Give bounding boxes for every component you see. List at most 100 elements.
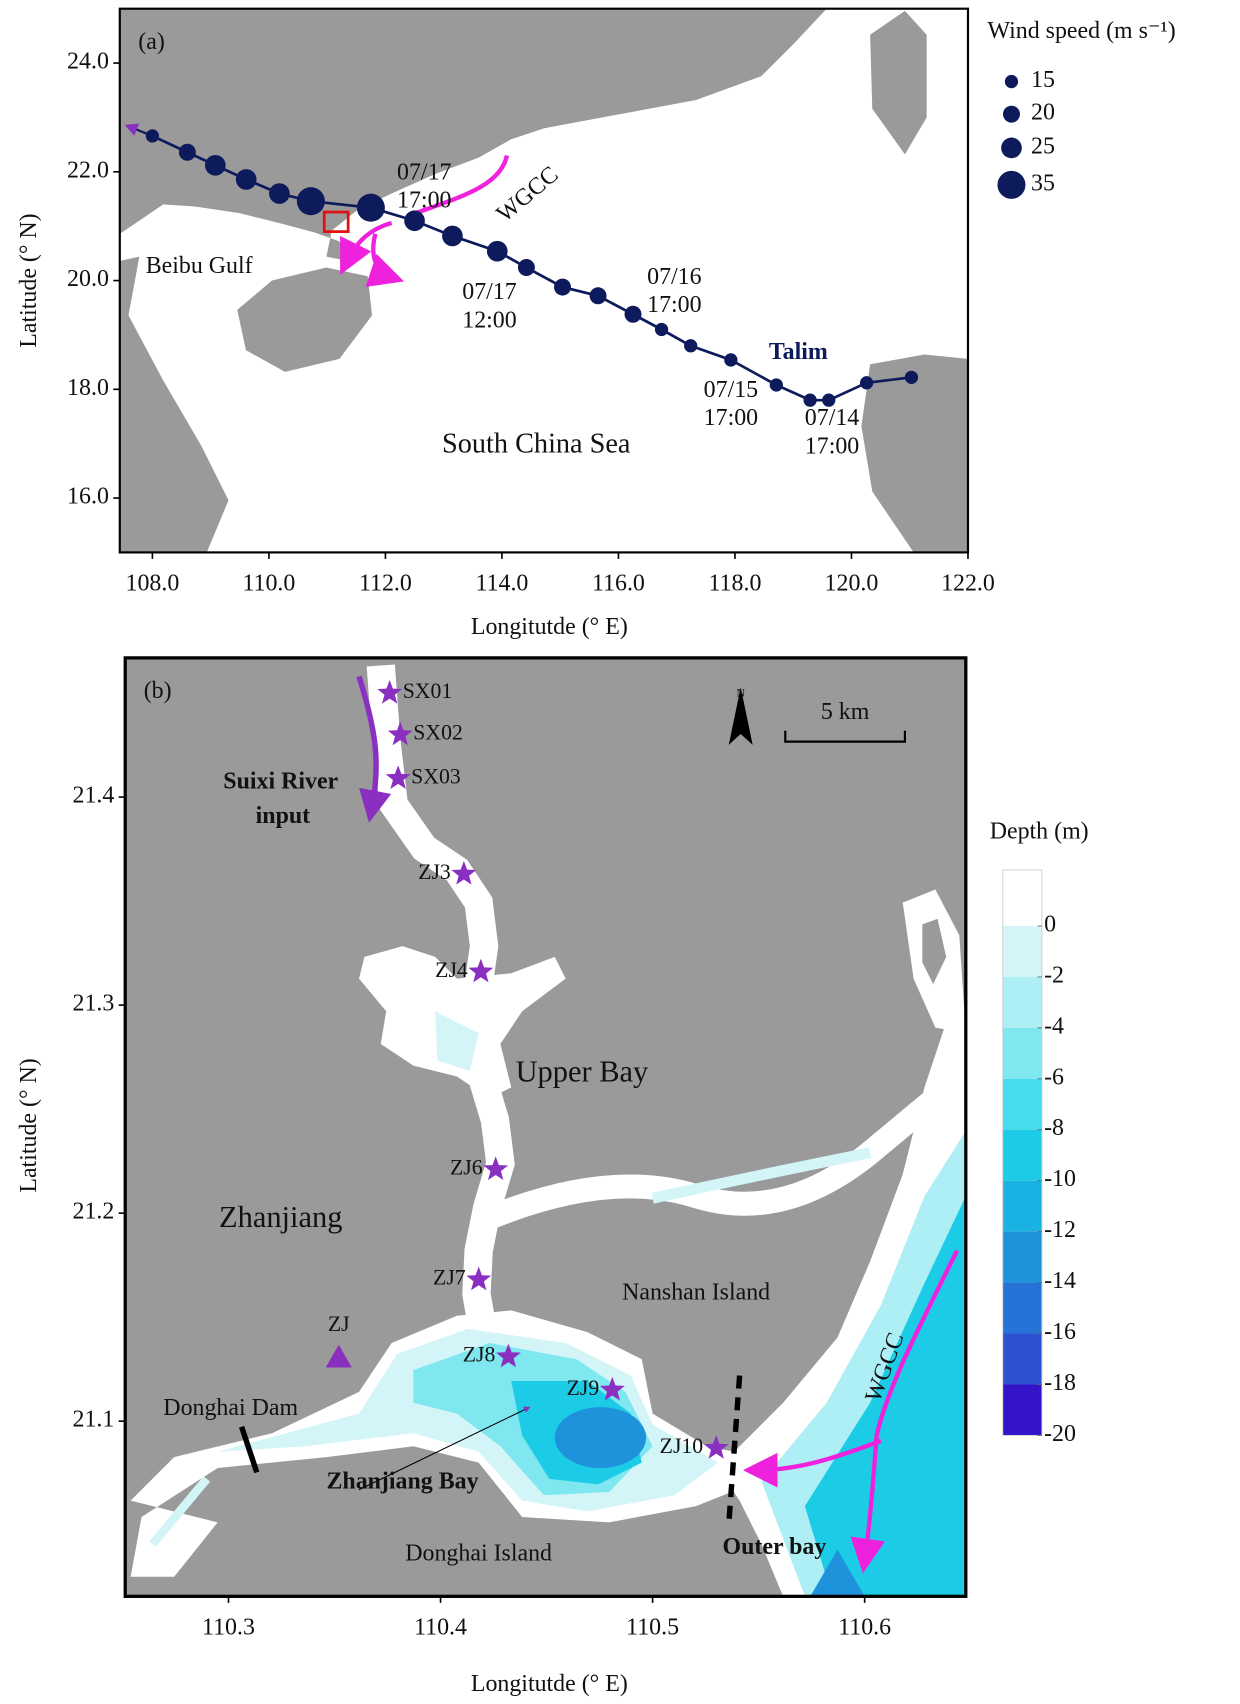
hainan: [237, 267, 373, 372]
y-tick-label: 21.4: [73, 783, 115, 809]
typhoon-position: [517, 259, 535, 276]
typhoon-track: [151, 134, 912, 402]
typhoon-position: [356, 193, 385, 222]
colorbar-frame: [1002, 869, 1043, 1436]
typhoon-position: [684, 339, 698, 353]
panel-label: (a): [138, 29, 165, 55]
x-tick-label: 118.0: [709, 571, 762, 597]
river-label: input: [256, 803, 311, 829]
station: [387, 721, 413, 746]
time-label: 17:00: [647, 292, 702, 318]
colorbar-band: [1002, 1180, 1042, 1232]
station: [599, 1376, 625, 1401]
typhoon-position: [235, 169, 257, 190]
x-tick-label: 110.0: [242, 571, 295, 597]
station: [451, 861, 477, 885]
x-tick-label: 110.4: [414, 1614, 467, 1640]
y-tick-label: 21.1: [73, 1407, 115, 1433]
typhoon-position: [442, 225, 463, 247]
station-label: ZJ3: [418, 860, 451, 884]
station: [703, 1435, 729, 1459]
donghai-dam: [238, 1425, 260, 1474]
colorbar-band: [1002, 1384, 1042, 1436]
scale-label: 5 km: [821, 699, 870, 725]
typhoon-position: [769, 378, 783, 392]
typhoon-position: [404, 210, 425, 232]
panel-a-map: [119, 8, 968, 553]
current-arrow: [365, 233, 405, 287]
legend-marker: [1002, 105, 1020, 123]
colorbar-tick-label: -18: [1044, 1370, 1076, 1396]
philippines: [861, 354, 968, 553]
typhoon-position: [204, 154, 226, 176]
y-tick-label: 24.0: [67, 49, 109, 75]
bay-boundary: [726, 1375, 743, 1525]
typhoon-position: [654, 322, 669, 337]
east-channel-shoal: [651, 1147, 872, 1204]
island: [922, 918, 947, 985]
colorbar-tick-label: -10: [1044, 1166, 1076, 1192]
outer-sea-depth: [810, 1549, 865, 1597]
current-arrow: [414, 154, 510, 216]
weather-station: [325, 1344, 352, 1368]
place-label: Upper Bay: [516, 1054, 649, 1088]
colorbar-tick-label: 0: [1044, 911, 1056, 937]
colorbar-band: [1002, 869, 1042, 926]
station-label: ZJ10: [660, 1434, 704, 1458]
typhoon-position: [904, 370, 919, 384]
typhoon-position: [724, 353, 738, 367]
colorbar-band: [1002, 925, 1042, 977]
colorbar-tick-label: -20: [1044, 1421, 1076, 1447]
taiwan: [870, 10, 927, 155]
station: [468, 958, 494, 983]
legend-label: 20: [1031, 100, 1055, 126]
y-axis-label: Latitude (° N): [16, 1058, 42, 1192]
time-label: 07/14: [805, 405, 860, 431]
station-label: ZJ9: [567, 1376, 600, 1400]
x-tick-label: 120.0: [825, 571, 879, 597]
colorbar-title: Depth (m): [990, 818, 1089, 844]
colorbar-band: [1002, 976, 1042, 1028]
station-label: SX01: [403, 679, 453, 703]
study-area-box: [322, 210, 350, 233]
colorbar-band: [1002, 1282, 1042, 1334]
typhoon-name: Talim: [769, 339, 828, 365]
station: [483, 1156, 509, 1180]
upper-bay-water: [359, 946, 566, 1099]
panel-b-frame: [123, 656, 968, 1598]
x-tick-label: 110.3: [202, 1614, 255, 1640]
station-label: SX02: [413, 721, 463, 745]
place-label: Donghai Dam: [163, 1395, 298, 1421]
channel: [149, 1476, 211, 1547]
panel-b-map: [125, 657, 966, 1597]
x-tick-label: 122.0: [941, 571, 995, 597]
legend-marker: [1004, 74, 1019, 89]
x-tick-label: 112.0: [359, 571, 412, 597]
typhoon-position: [803, 393, 817, 407]
place-label: Beibu Gulf: [146, 253, 253, 279]
station: [377, 679, 403, 704]
station-label: SX03: [411, 764, 461, 788]
indochina: [119, 256, 229, 553]
station-label: ZJ7: [433, 1266, 466, 1290]
east-channel: [484, 1089, 944, 1229]
legend-marker: [997, 170, 1026, 199]
panel-label: (b): [144, 678, 172, 704]
x-tick-label: 108.0: [126, 571, 180, 597]
time-label: 07/17: [397, 159, 452, 185]
y-tick-label: 20.0: [67, 266, 109, 292]
typhoon-position: [296, 187, 325, 216]
y-tick-label: 22.0: [67, 157, 109, 183]
north-arrow: [728, 687, 753, 745]
outer-sea-depth: [804, 1196, 966, 1597]
typhoon-position: [624, 305, 642, 323]
time-label: 07/16: [647, 264, 702, 290]
time-label: 17:00: [397, 188, 452, 214]
weather-station-label: ZJ: [328, 1312, 350, 1336]
legend-label: 35: [1031, 170, 1055, 196]
time-label: 17:00: [704, 405, 759, 431]
legend-label: 25: [1031, 133, 1055, 159]
colorbar-tick-label: -6: [1044, 1064, 1064, 1090]
colorbar-tick-label: -12: [1044, 1217, 1076, 1243]
